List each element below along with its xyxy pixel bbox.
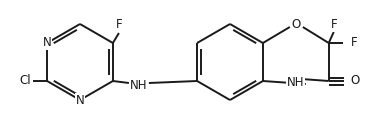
Text: O: O xyxy=(291,17,300,31)
Text: NH: NH xyxy=(130,78,148,92)
Text: N: N xyxy=(43,36,52,49)
Text: F: F xyxy=(351,36,357,49)
Text: O: O xyxy=(351,75,360,88)
Text: F: F xyxy=(330,18,337,31)
Text: NH: NH xyxy=(287,77,304,90)
Text: Cl: Cl xyxy=(19,75,31,88)
Text: F: F xyxy=(116,18,122,31)
Text: N: N xyxy=(76,93,85,107)
